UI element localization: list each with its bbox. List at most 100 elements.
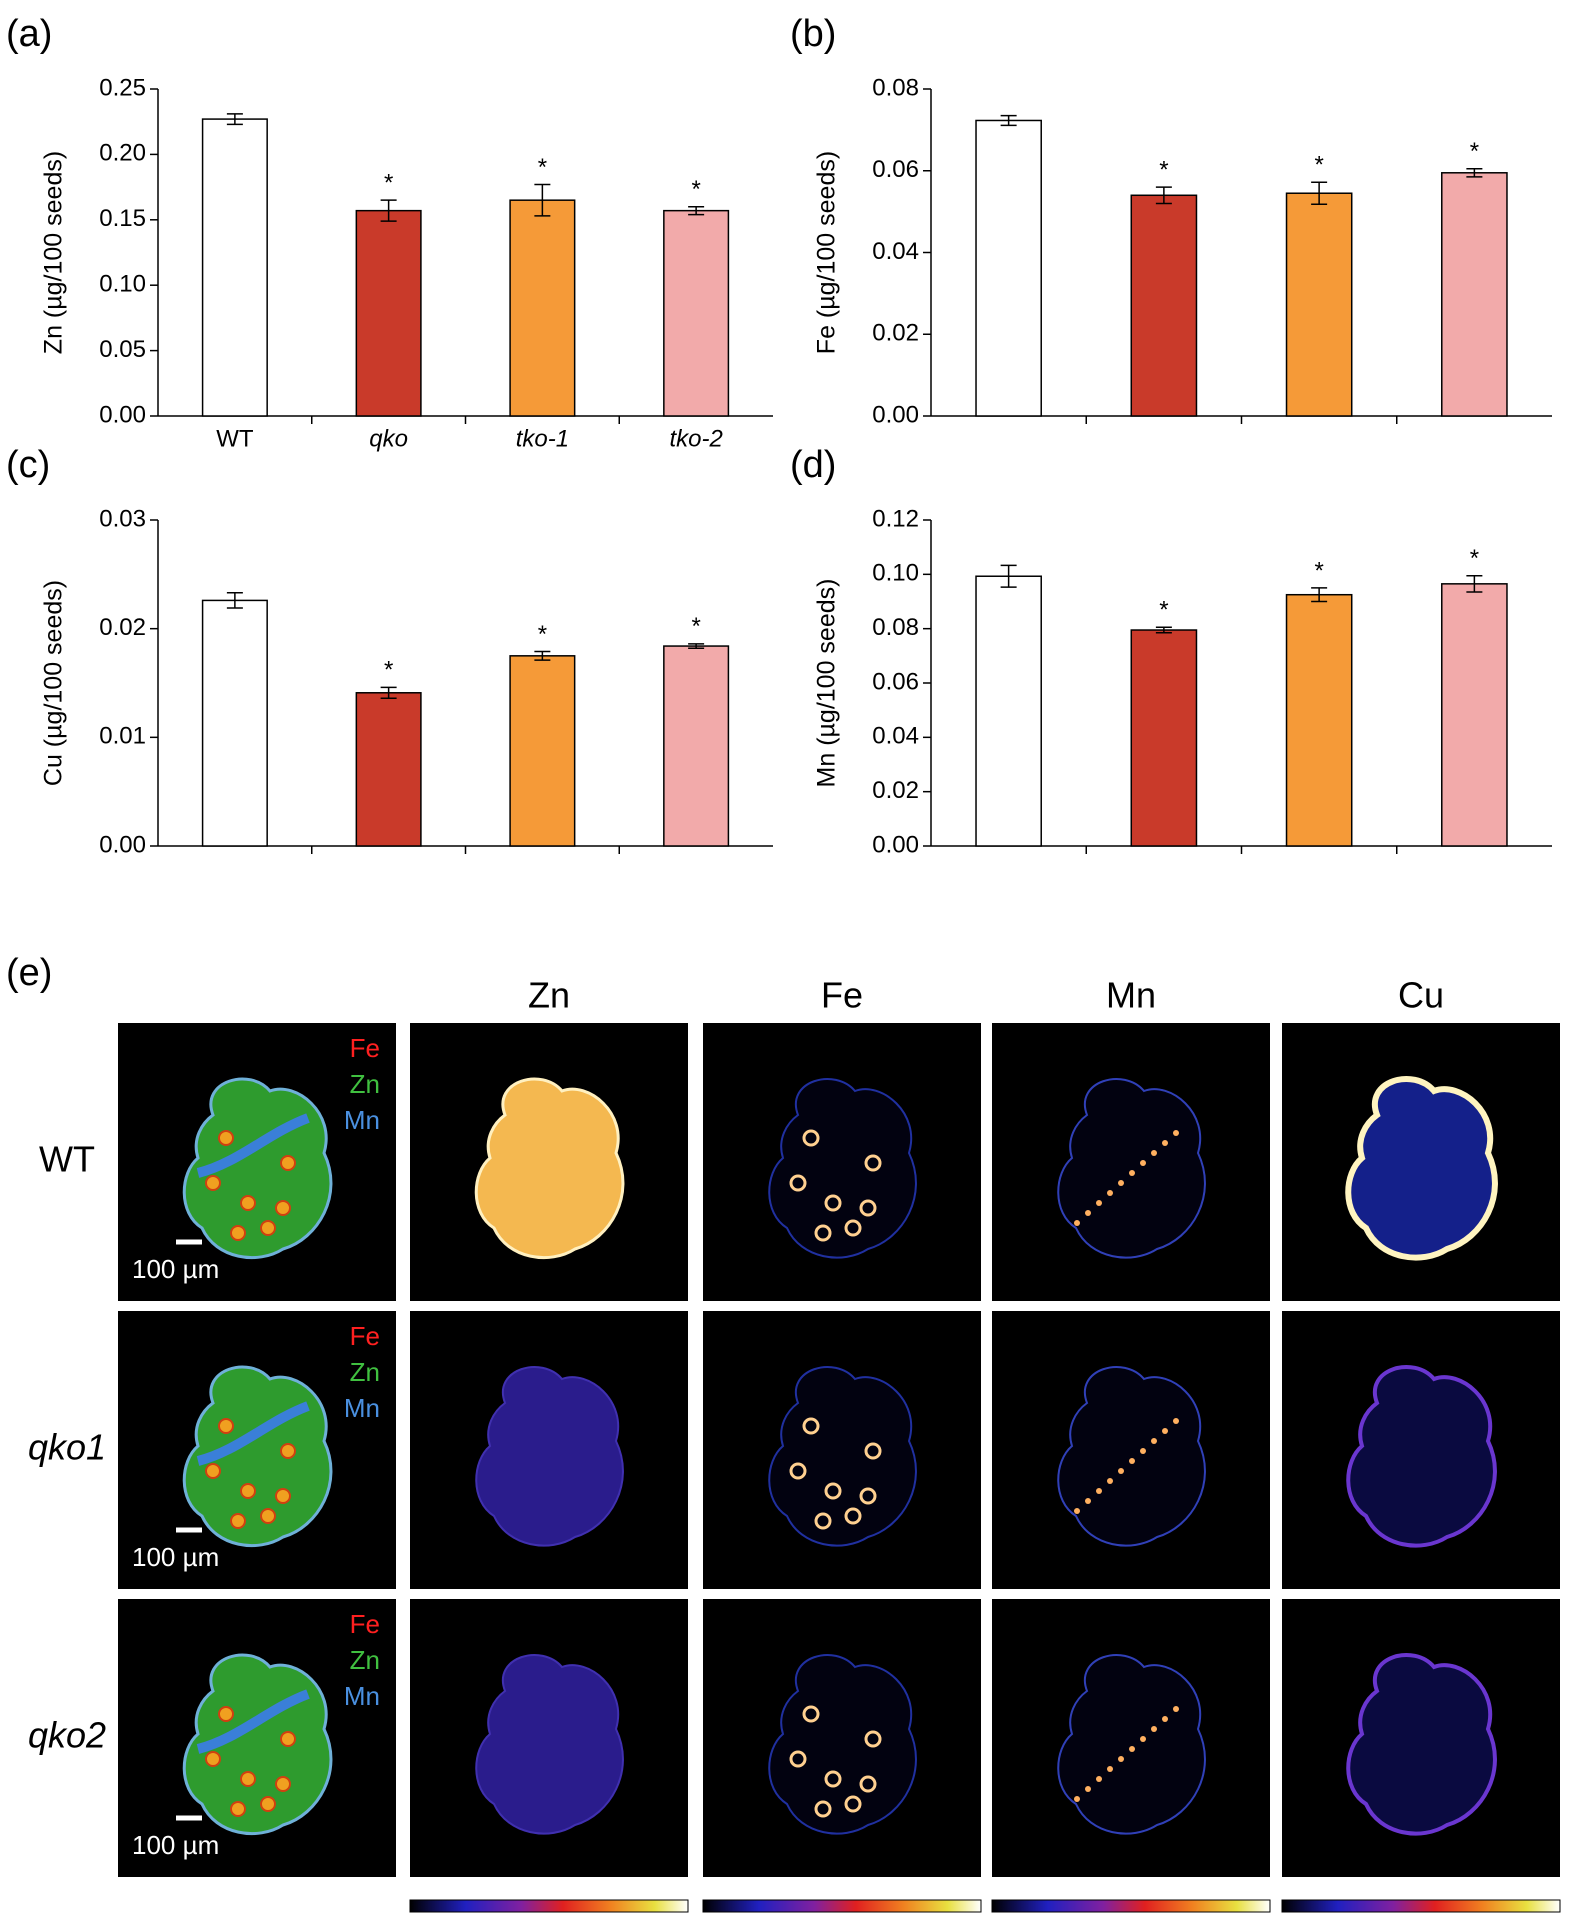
error-bar [688,643,705,649]
y-tick-label: 0.15 [99,205,146,232]
y-tick-label: 0.12 [872,505,919,532]
error-bar [688,205,705,216]
fe-ring [789,1462,807,1480]
mn-spot [1162,1428,1168,1434]
fe-ring [814,1512,832,1530]
mn-band [196,1689,310,1754]
y-tick-label: 0.06 [872,156,919,183]
error-bar [1311,587,1328,603]
fe-spot [230,1225,246,1241]
mn-band [196,1113,310,1178]
fe-ring [859,1487,877,1505]
mn-spot [1173,1706,1179,1712]
y-tick-label: 0.08 [872,74,919,101]
micrograph [410,1311,688,1589]
significance-star: * [538,621,547,648]
column-header: Zn [528,975,570,1016]
mn-spot [1085,1498,1091,1504]
micrograph [703,1599,981,1877]
micrograph [992,1599,1270,1877]
scale-bar-label: 100 µm [132,1254,219,1284]
fe-spot [275,1200,291,1216]
error-bar [1311,181,1328,206]
fe-ring [864,1154,882,1172]
bar [509,655,576,847]
fe-ring [864,1730,882,1748]
fe-ring [789,1174,807,1192]
fe-ring [789,1750,807,1768]
mn-band [196,1401,310,1466]
significance-star: * [1470,138,1479,165]
bar [1441,172,1508,417]
y-axis-label: Fe (µg/100 seeds) [813,151,841,354]
fe-spot [240,1771,256,1787]
y-tick-label: 0.00 [872,401,919,428]
error-bar [534,183,551,217]
colorbar [409,1899,689,1913]
panel-label: (d) [790,444,836,486]
bar [355,209,422,417]
mn-spot [1107,1190,1113,1196]
error-bar [380,199,397,222]
mn-spot [1118,1180,1124,1186]
fe-ring [864,1442,882,1460]
error-bar [1000,114,1017,127]
mn-spot [1173,1418,1179,1424]
fe-ring [844,1795,862,1813]
y-tick-label: 0.00 [99,401,146,428]
bar [355,692,422,847]
significance-star: * [1470,545,1479,572]
fe-ring [844,1219,862,1237]
micrograph [410,1023,688,1301]
bar [1441,583,1508,847]
mn-spot [1074,1220,1080,1226]
panel-label: (c) [6,444,50,486]
y-tick-label: 0.01 [99,723,146,750]
mn-spot [1151,1150,1157,1156]
micrograph [703,1311,981,1589]
significance-star: * [1314,152,1323,179]
fe-spot [218,1706,234,1722]
error-bar [226,113,243,126]
bar [975,575,1042,847]
micrograph [703,1023,981,1301]
y-tick-label: 0.04 [872,723,919,750]
significance-star: * [691,613,700,640]
mn-spot [1107,1766,1113,1772]
mn-spot [1151,1438,1157,1444]
fe-spot [230,1801,246,1817]
bar [663,645,730,847]
panel-label: (b) [790,13,836,55]
significance-star: * [1314,557,1323,584]
panel-label: (a) [6,13,52,55]
x-tick-label: tko-1 [516,425,569,452]
y-tick-label: 0.25 [99,74,146,101]
mn-spot [1074,1508,1080,1514]
y-tick-label: 0.05 [99,336,146,363]
x-tick-label: WT [216,425,254,452]
y-tick-label: 0.02 [99,614,146,641]
mn-spot [1107,1478,1113,1484]
channel-label: Mn [344,1681,380,1711]
mn-spot [1096,1776,1102,1782]
bar [1285,192,1353,417]
fe-ring [814,1224,832,1242]
error-bar [1155,186,1172,205]
mn-spot [1074,1796,1080,1802]
fe-spot [260,1796,276,1812]
column-header: Cu [1398,975,1444,1016]
mn-spot [1162,1716,1168,1722]
micrograph [1282,1311,1560,1589]
mn-spot [1118,1468,1124,1474]
y-tick-label: 0.02 [872,777,919,804]
significance-star: * [384,170,393,197]
row-label: WT [39,1139,95,1180]
error-bar [1466,574,1483,593]
fe-ring [802,1417,820,1435]
fe-ring [802,1129,820,1147]
significance-star: * [691,176,700,203]
y-tick-label: 0.04 [872,238,919,265]
fe-spot [205,1463,221,1479]
fe-spot [260,1508,276,1524]
